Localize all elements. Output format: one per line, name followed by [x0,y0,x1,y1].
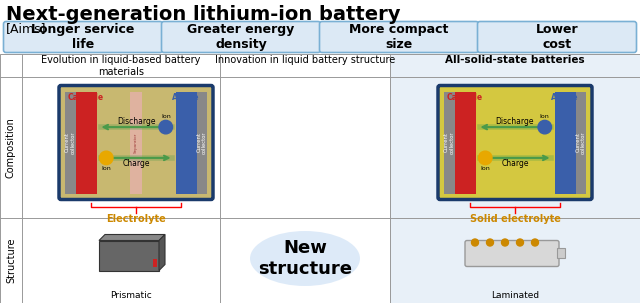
Text: Discharge: Discharge [496,117,534,126]
Circle shape [531,239,538,246]
Text: Cathode: Cathode [68,92,104,102]
Text: Charge: Charge [122,159,150,168]
Text: [Aims]: [Aims] [6,22,47,35]
Bar [390,54,640,303]
Circle shape [516,239,524,246]
Text: New
structure: New structure [258,239,352,278]
Bar [554,92,575,194]
Text: Prismatic: Prismatic [110,291,152,300]
Text: Ion: Ion [481,166,490,171]
Text: Current
collector: Current collector [575,131,586,154]
FancyBboxPatch shape [477,22,637,52]
Text: More compact
size: More compact size [349,23,449,51]
Text: Next-generation lithium-ion battery: Next-generation lithium-ion battery [6,5,401,24]
Text: Anode: Anode [551,92,579,102]
Circle shape [538,120,552,134]
Bar [196,92,207,194]
Circle shape [472,239,479,246]
Text: Ion: Ion [161,114,171,119]
Circle shape [159,120,173,134]
Polygon shape [99,235,165,241]
Bar [454,92,476,194]
Circle shape [99,151,113,165]
Bar [444,92,454,194]
Bar [0,54,640,303]
Bar [0,54,640,303]
FancyBboxPatch shape [465,241,559,267]
Text: Ion: Ion [540,114,550,119]
Circle shape [479,151,492,165]
Text: Cathode: Cathode [447,92,483,102]
Text: Current
collector: Current collector [196,131,207,154]
Text: Discharge: Discharge [116,117,156,126]
FancyBboxPatch shape [59,85,213,199]
Text: All-solid-state batteries: All-solid-state batteries [445,55,585,65]
Text: Charge: Charge [501,159,529,168]
Bar [575,92,586,194]
Bar [153,258,157,267]
Text: Lower
cost: Lower cost [536,23,579,51]
Bar [390,54,640,303]
Text: Ion: Ion [101,166,111,171]
Text: Structure: Structure [6,238,16,283]
FancyBboxPatch shape [3,22,163,52]
FancyBboxPatch shape [438,85,592,199]
Bar [76,92,97,194]
Text: Greater energy
density: Greater energy density [188,23,294,51]
Text: Separator: Separator [134,132,138,153]
Text: Innovation in liquid battery structure: Innovation in liquid battery structure [215,55,395,65]
Ellipse shape [250,231,360,286]
Text: Current
collector: Current collector [65,131,76,154]
Text: Composition: Composition [6,117,16,178]
Text: Electrolyte: Electrolyte [106,214,166,224]
Bar [557,248,565,258]
Text: Current
collector: Current collector [444,131,454,154]
Bar [175,92,196,194]
Text: Anode: Anode [172,92,200,102]
Circle shape [502,239,509,246]
FancyBboxPatch shape [161,22,321,52]
Text: Solid electrolyte: Solid electrolyte [470,214,561,224]
Bar [65,92,76,194]
Text: Laminated: Laminated [491,291,539,300]
Bar [130,92,142,194]
Text: Evolution in liquid-based battery
materials: Evolution in liquid-based battery materi… [42,55,201,77]
FancyBboxPatch shape [319,22,479,52]
Text: Longer service
life: Longer service life [31,23,134,51]
Circle shape [486,239,493,246]
Polygon shape [99,241,159,271]
Polygon shape [159,235,165,271]
